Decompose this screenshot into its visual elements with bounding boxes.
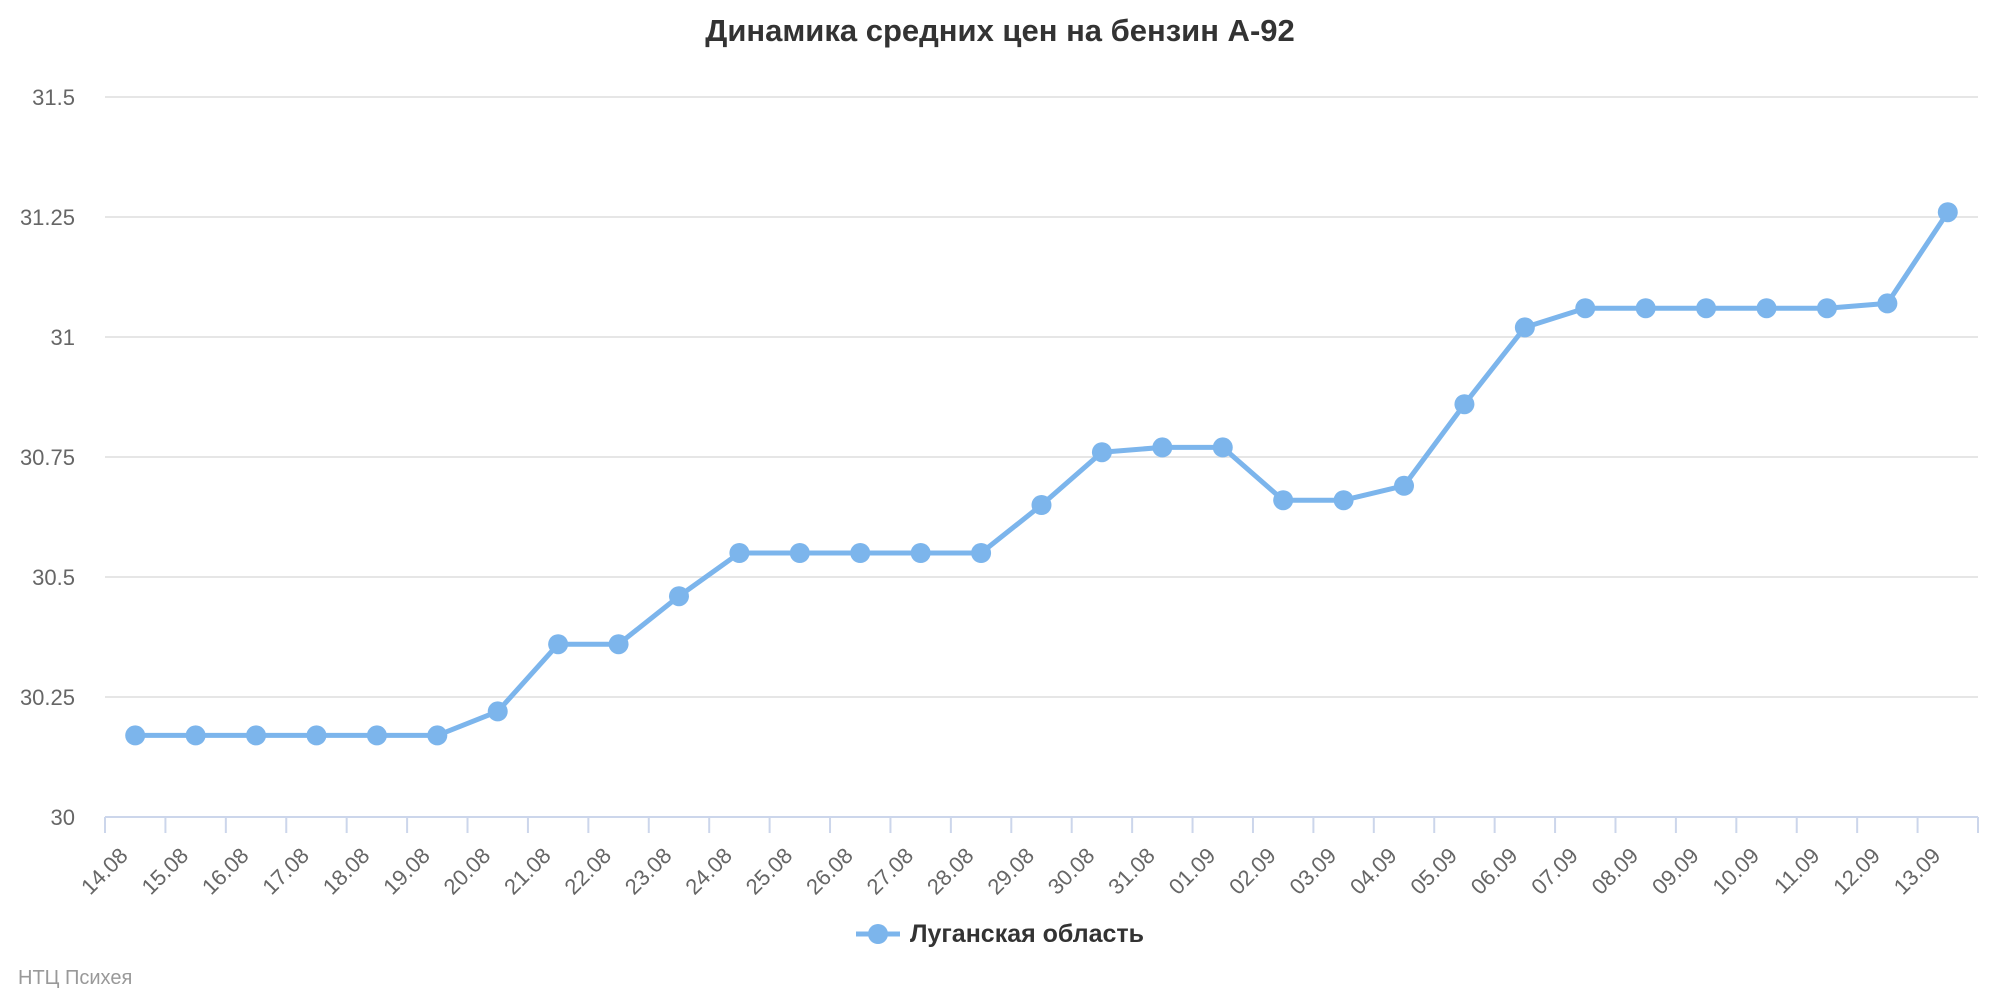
- x-axis-tick-label: 31.08: [1103, 843, 1160, 900]
- x-axis-tick-label: 03.09: [1285, 843, 1342, 900]
- data-point-marker[interactable]: [185, 725, 206, 746]
- data-point-marker[interactable]: [850, 543, 871, 563]
- y-axis-tick-label: 31.25: [20, 205, 75, 230]
- x-axis-tick-label: 16.08: [197, 843, 254, 900]
- chart-title: Динамика средних цен на бензин А-92: [705, 13, 1295, 48]
- x-axis-tick-label: 02.09: [1224, 843, 1281, 900]
- data-point-marker[interactable]: [1937, 202, 1958, 223]
- y-axis-tick-label: 31: [51, 325, 75, 350]
- data-point-marker[interactable]: [1333, 490, 1354, 511]
- data-point-marker[interactable]: [427, 725, 448, 746]
- x-axis-tick-label: 29.08: [982, 843, 1039, 900]
- x-axis-tick-label: 30.08: [1043, 843, 1100, 900]
- x-axis-tick-label: 20.08: [439, 843, 496, 900]
- data-point-marker[interactable]: [1575, 298, 1596, 319]
- x-axis-tick-label: 23.08: [620, 843, 677, 900]
- x-axis-tick-label: 25.08: [741, 843, 798, 900]
- x-axis-tick-label: 11.09: [1769, 843, 1824, 898]
- data-point-marker[interactable]: [1635, 298, 1656, 319]
- x-axis-tick-label: 19.08: [378, 843, 435, 900]
- legend-marker-dot: [867, 924, 888, 944]
- data-point-marker[interactable]: [366, 725, 387, 746]
- x-axis-tick-label: 07.09: [1526, 843, 1583, 900]
- data-point-marker[interactable]: [789, 543, 810, 563]
- data-point-marker[interactable]: [1212, 437, 1233, 458]
- x-axis-tick-label: 01.09: [1164, 843, 1221, 900]
- data-point-marker[interactable]: [1273, 490, 1294, 511]
- x-axis-tick-label: 13.09: [1889, 843, 1946, 900]
- data-point-marker[interactable]: [1877, 293, 1898, 314]
- data-point-marker[interactable]: [1514, 317, 1535, 338]
- y-axis-tick-label: 31.5: [32, 85, 75, 110]
- data-point-marker[interactable]: [548, 634, 569, 655]
- x-axis-tick-label: 21.08: [499, 843, 556, 900]
- x-axis-tick-label: 22.08: [559, 843, 616, 900]
- y-axis-tick-label: 30.25: [20, 685, 75, 710]
- x-axis-tick-label: 05.09: [1405, 843, 1462, 900]
- data-point-marker[interactable]: [1696, 298, 1717, 319]
- data-point-marker[interactable]: [1394, 475, 1415, 496]
- data-point-marker[interactable]: [729, 543, 750, 563]
- x-axis-tick-label: 08.09: [1587, 843, 1644, 900]
- series-line: [132, 209, 1951, 738]
- x-axis-tick-label: 09.09: [1647, 843, 1704, 900]
- x-axis-tick-label: 28.08: [922, 843, 979, 900]
- data-point-marker[interactable]: [246, 725, 267, 746]
- legend-label: Луганская область: [909, 920, 1145, 948]
- data-point-marker[interactable]: [1816, 298, 1837, 319]
- x-axis-tick-label: 18.08: [318, 843, 375, 900]
- data-point-marker[interactable]: [1031, 495, 1052, 515]
- y-axis-tick-label: 30: [51, 805, 75, 830]
- x-axis-tick-label: 04.09: [1345, 843, 1402, 900]
- data-point-marker[interactable]: [910, 543, 931, 563]
- data-point-marker[interactable]: [1454, 394, 1475, 415]
- credits-label: НТЦ Психея: [18, 967, 133, 989]
- legend: Луганская область: [0, 920, 2000, 948]
- x-axis-tick-label: 26.08: [801, 843, 858, 900]
- y-axis-tick-label: 30.75: [20, 445, 75, 470]
- data-point-marker[interactable]: [487, 701, 508, 722]
- y-axis-tick-label: 30.5: [32, 565, 75, 590]
- x-axis-tick-label: 10.09: [1707, 843, 1764, 900]
- x-axis-tick-label: 06.09: [1466, 843, 1523, 900]
- x-axis-tick-label: 17.08: [257, 843, 314, 900]
- x-axis-tick-label: 15.08: [137, 843, 194, 900]
- x-axis-tick-label: 12.09: [1828, 843, 1885, 900]
- x-axis-tick-label: 27.08: [862, 843, 919, 900]
- legend-marker-icon: [855, 924, 900, 944]
- legend-item-luganskaya-oblast[interactable]: Луганская область: [855, 920, 1145, 948]
- x-axis-tick-label: 24.08: [680, 843, 737, 900]
- data-point-marker[interactable]: [971, 543, 992, 563]
- data-point-marker[interactable]: [668, 586, 689, 607]
- data-point-marker[interactable]: [1756, 298, 1777, 319]
- data-point-marker[interactable]: [1091, 442, 1112, 463]
- data-point-marker[interactable]: [125, 725, 146, 746]
- data-point-marker[interactable]: [1152, 437, 1173, 458]
- data-point-marker[interactable]: [306, 725, 327, 746]
- x-axis-tick-label: 14.08: [76, 843, 133, 900]
- price-line-chart: 30 30.25 30.5 30.75 31 31.25 31.5 14.08 15.08 16.…: [20, 85, 1979, 900]
- data-point-marker[interactable]: [608, 634, 629, 655]
